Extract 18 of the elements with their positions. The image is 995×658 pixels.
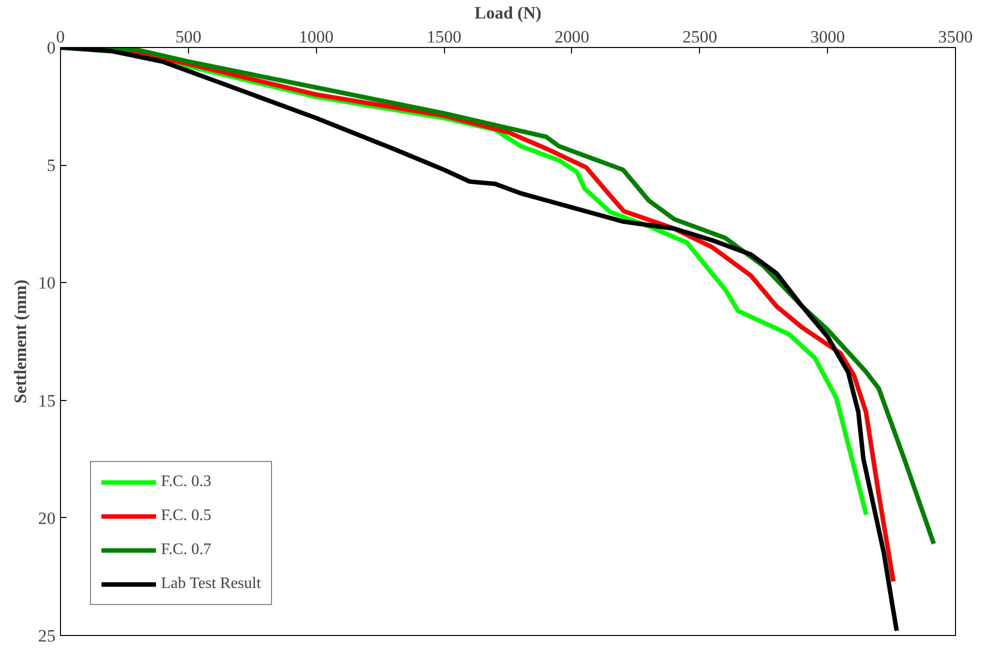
y-tick-label: 15	[38, 391, 56, 410]
legend-label: F.C. 0.7	[161, 541, 212, 559]
y-tick-label: 5	[46, 156, 56, 176]
legend-label: F.C. 0.3	[161, 473, 212, 491]
legend-label: Lab Test Result	[161, 575, 261, 593]
x-tick-label: 2000	[554, 28, 590, 46]
x-axis-title: Load (N)	[474, 4, 542, 22]
y-tick-label: 25	[38, 626, 56, 646]
y-tick-label: 20	[38, 508, 56, 528]
x-tick-label: 3000	[810, 28, 845, 46]
x-tick-label: 2500	[682, 28, 718, 46]
y-axis-title: Settlement (mm)	[11, 279, 30, 404]
x-tick-label: 1000	[298, 28, 334, 46]
x-tick-label: 1500	[426, 28, 462, 46]
x-tick-label: 3500	[938, 28, 973, 46]
y-tick-label: 10	[38, 274, 56, 293]
x-tick-label: 500	[175, 28, 202, 46]
legend-label: F.C. 0.5	[161, 507, 212, 525]
